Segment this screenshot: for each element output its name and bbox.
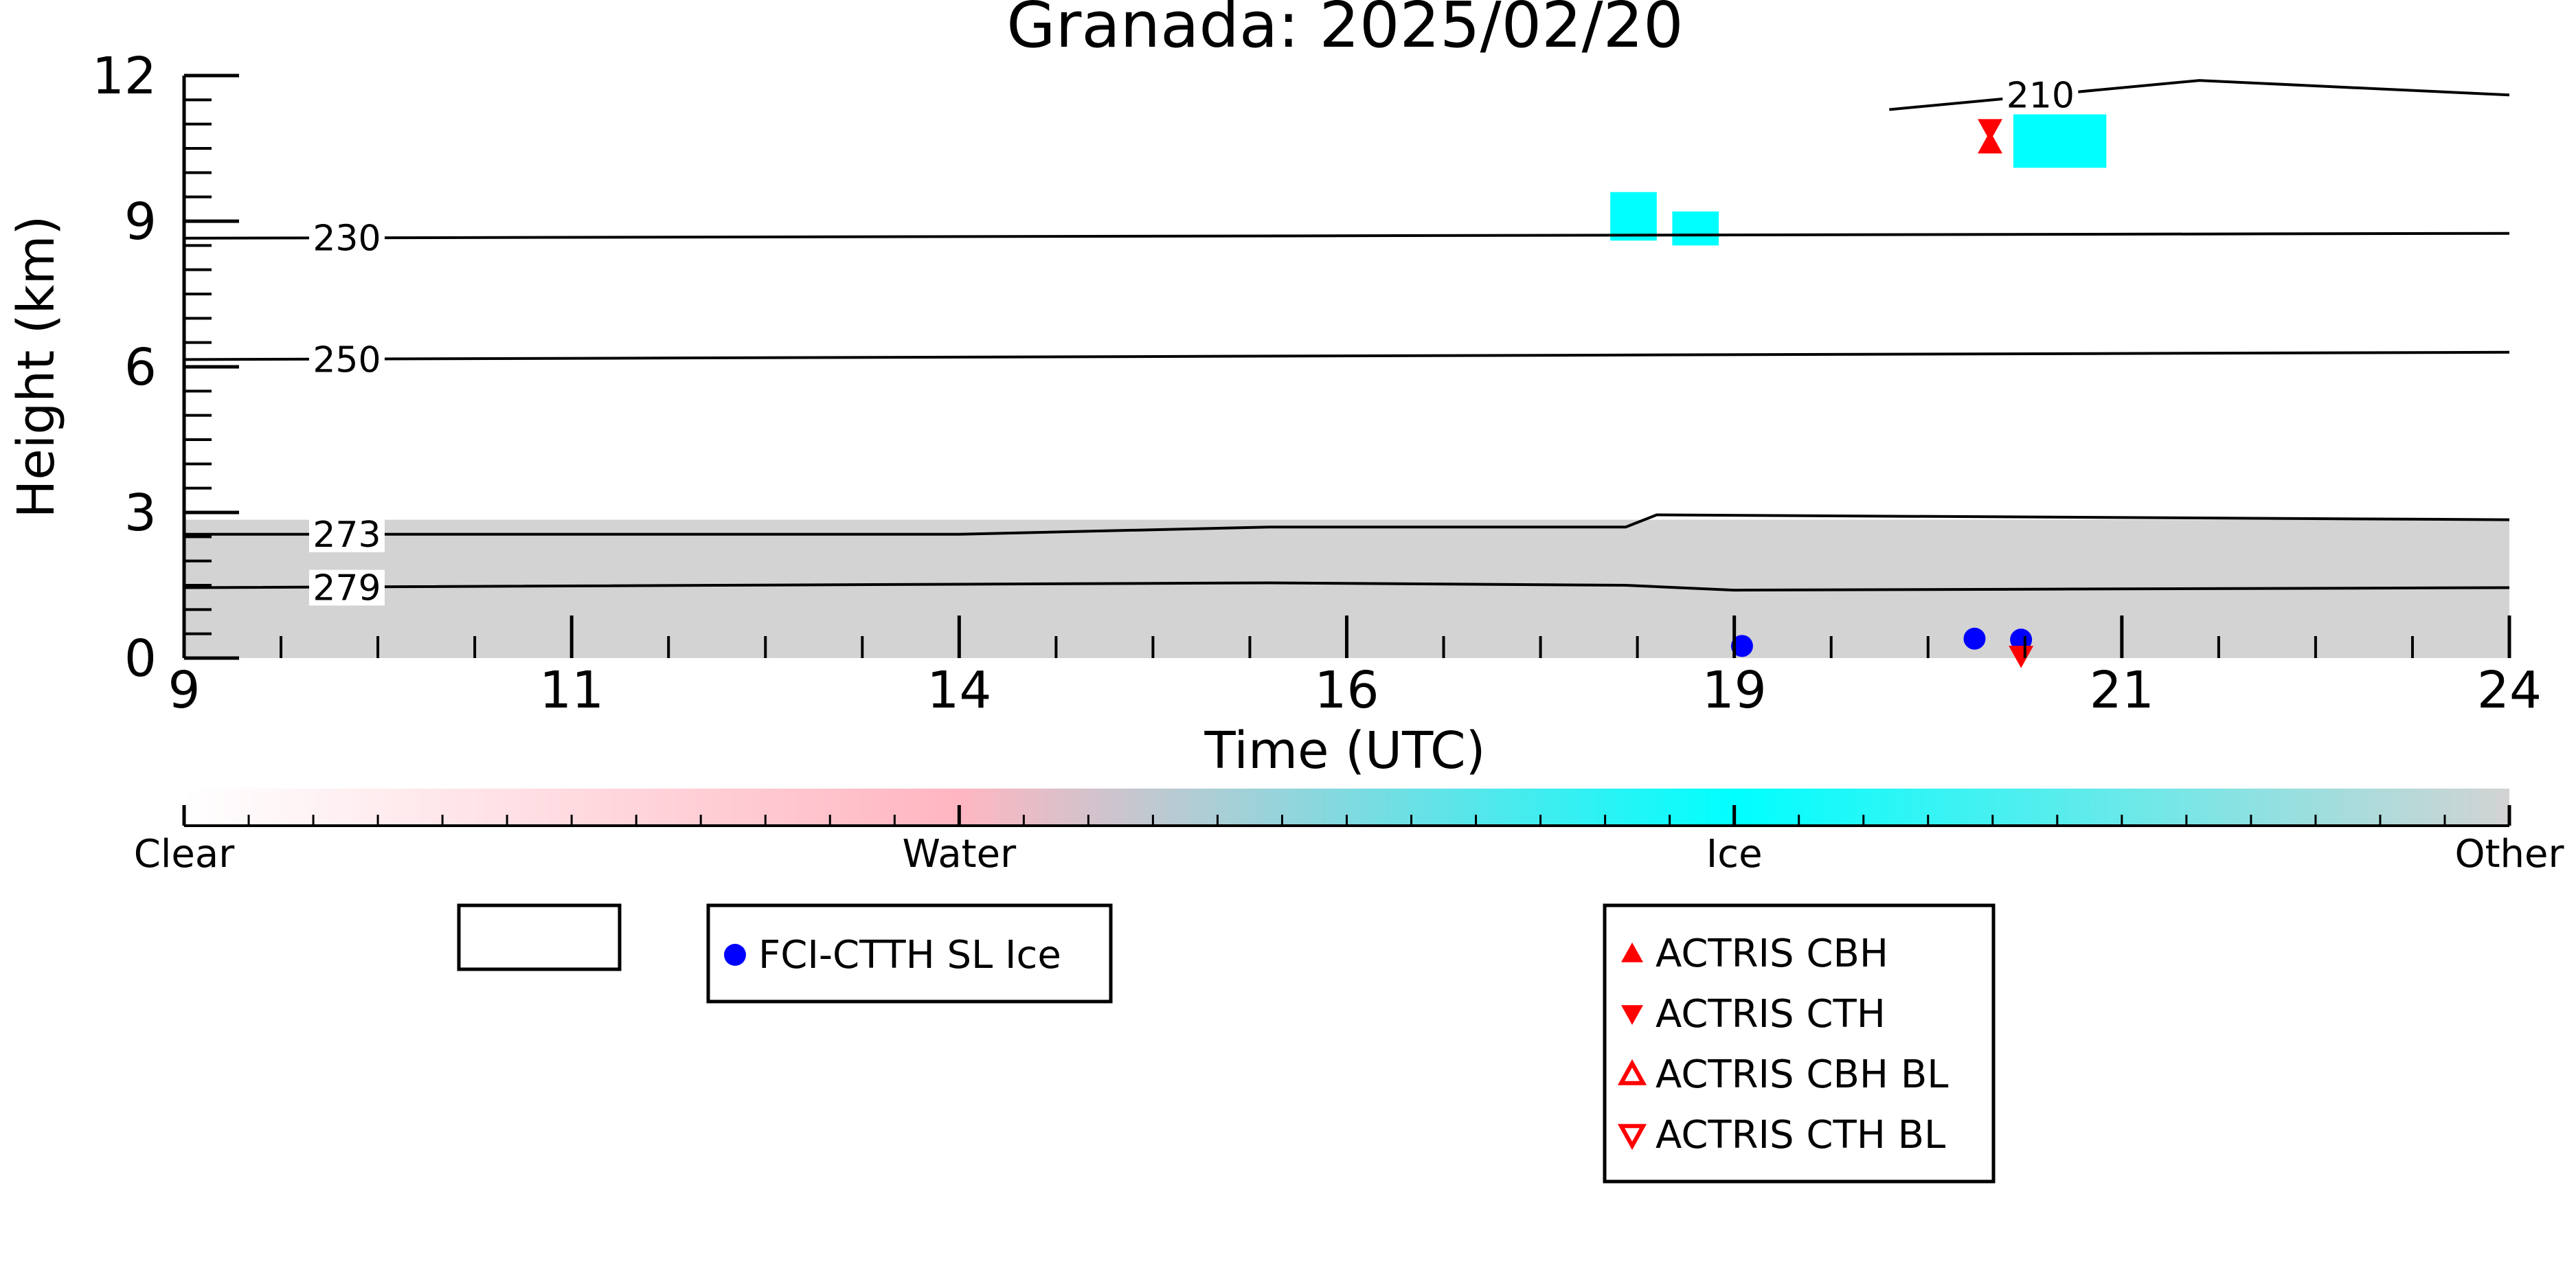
legend-marker-actris-cbh-bl bbox=[1617, 1059, 1647, 1085]
legend-marker-actris-cbh bbox=[1621, 942, 1643, 962]
contour-label-bg-230 bbox=[308, 220, 385, 256]
plot-area bbox=[184, 79, 2509, 658]
x-tick-label-11: 11 bbox=[539, 661, 604, 720]
legend-label-actris-cth: ACTRIS CTH bbox=[1656, 992, 1886, 1037]
contour-279 bbox=[184, 581, 2509, 592]
x-tick-label-19: 19 bbox=[1702, 661, 1767, 720]
colorbar-label-other: Other bbox=[2454, 832, 2564, 877]
y-axis-label: Height (km) bbox=[7, 216, 66, 519]
legend-box-fci bbox=[706, 903, 1113, 1004]
contour-label-bg-273 bbox=[308, 516, 385, 552]
point-fci-ctth-sl-ice-0 bbox=[1730, 635, 1753, 657]
x-tick-label-14: 14 bbox=[927, 661, 991, 720]
contour-label-bg-210 bbox=[2002, 77, 2079, 113]
y-tick-label-0: 0 bbox=[124, 629, 157, 688]
legend-label-fci-ctth-sl-ice: FCI-CTTH SL Ice bbox=[758, 933, 1061, 978]
legend-label-actris-cbh: ACTRIS CBH bbox=[1656, 931, 1888, 976]
point-fci-ctth-sl-ice-2 bbox=[2010, 629, 2033, 651]
contour-labels: 210 230 250 273 279 bbox=[308, 75, 2079, 609]
legend-box-actris bbox=[1603, 903, 1996, 1184]
contour-250 bbox=[184, 350, 2509, 361]
y-axis: 0 3 6 9 12 bbox=[92, 47, 239, 688]
contour-label-230: 230 bbox=[313, 218, 381, 260]
colorbar-label-water: Water bbox=[903, 832, 1017, 877]
contour-273 bbox=[184, 513, 2509, 536]
x-tick-label-9: 9 bbox=[168, 661, 200, 720]
contour-230 bbox=[184, 231, 2509, 240]
point-actris-cth-1 bbox=[2009, 646, 2034, 668]
x-tick-label-24: 24 bbox=[2477, 661, 2542, 720]
chart-title: Granada: 2025/02/20 bbox=[1006, 0, 1683, 62]
contour-label-210: 210 bbox=[2007, 75, 2075, 116]
x-tick-label-21: 21 bbox=[2090, 661, 2154, 720]
contour-label-279: 279 bbox=[313, 568, 381, 609]
cloud-regions bbox=[184, 114, 2509, 658]
legend-marker-actris-cth bbox=[1621, 1005, 1643, 1025]
colorbar: Clear Water Ice Other bbox=[134, 789, 2565, 877]
contour-label-250: 250 bbox=[313, 339, 381, 381]
colorbar-label-ice: Ice bbox=[1706, 832, 1763, 877]
point-actris-cbh-0 bbox=[1978, 131, 2003, 154]
contour-210 bbox=[1889, 79, 2509, 111]
x-axis-label: Time (UTC) bbox=[1204, 721, 1485, 780]
y-tick-label-6: 6 bbox=[124, 338, 157, 397]
x-tick-label-16: 16 bbox=[1314, 661, 1379, 720]
colorbar-label-clear: Clear bbox=[134, 832, 235, 877]
y-tick-label-3: 3 bbox=[124, 484, 157, 543]
point-fci-ctth-sl-ice-1 bbox=[1963, 627, 1986, 650]
colorbar-labels: Clear Water Ice Other bbox=[134, 832, 2565, 877]
legend-label-actris-cbh-bl: ACTRIS CBH BL bbox=[1656, 1052, 1948, 1097]
legend-label-actris-cth-bl: ACTRIS CTH BL bbox=[1656, 1113, 1945, 1157]
legend-empty-box bbox=[457, 903, 622, 971]
colorbar-ticks bbox=[182, 805, 2511, 826]
legend-marker-actris-cth-bl bbox=[1617, 1124, 1647, 1151]
legend: FCI-CTTH SL Ice ACTRIS CBH ACTRIS CTH ACTRI… bbox=[457, 903, 1996, 1184]
contour-label-bg-279 bbox=[308, 569, 385, 606]
x-axis: 9 11 14 16 19 21 24 bbox=[168, 615, 2542, 720]
legend-entries: FCI-CTTH SL Ice ACTRIS CBH ACTRIS CTH ACTRI… bbox=[724, 931, 1948, 1157]
markers bbox=[1730, 119, 2034, 668]
region-ice-1 bbox=[2013, 114, 2107, 168]
region-ice-2 bbox=[1610, 192, 1657, 241]
temperature-contours bbox=[184, 79, 2509, 592]
legend-marker-fci-ctth-sl-ice bbox=[724, 944, 746, 966]
point-actris-cth-0 bbox=[1978, 119, 2003, 142]
contour-label-273: 273 bbox=[313, 515, 381, 556]
contour-label-bg-250 bbox=[308, 341, 385, 378]
y-tick-label-12: 12 bbox=[92, 47, 157, 106]
y-tick-label-9: 9 bbox=[124, 192, 157, 251]
region-ice-3 bbox=[1672, 211, 1719, 246]
